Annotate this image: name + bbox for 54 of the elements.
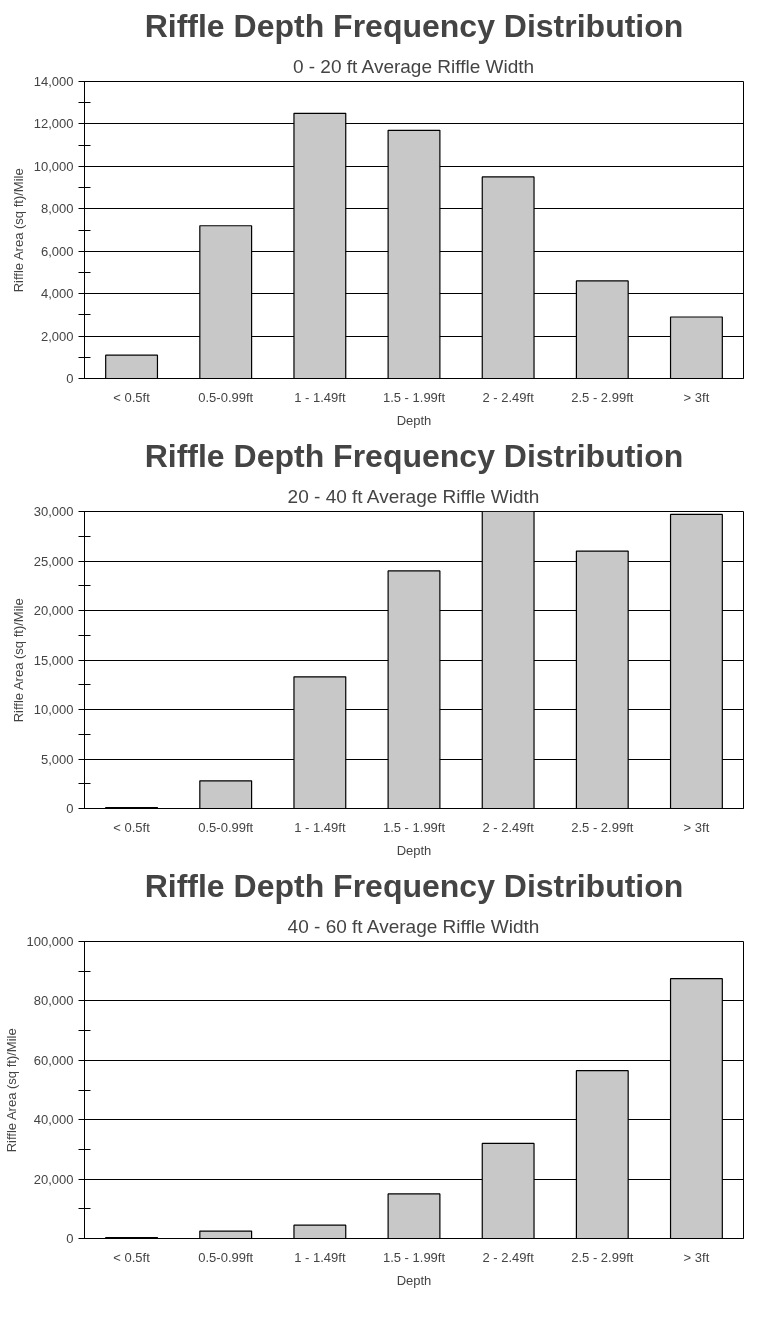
x-tick-label: < 0.5ft <box>113 1249 151 1265</box>
y-tick-label: 0 <box>66 371 74 386</box>
y-tick-label: 6,000 <box>40 243 74 259</box>
x-axis-title: Depth <box>396 1272 432 1288</box>
y-tick-label: 15,000 <box>33 652 74 668</box>
x-tick-label: 0.5-0.99ft <box>198 1249 254 1265</box>
x-tick-label: < 0.5ft <box>113 389 151 405</box>
x-tick-label: < 0.5ft <box>113 819 151 835</box>
y-tick-label: 20,000 <box>33 1171 74 1187</box>
chart-title: Riffle Depth Frequency Distribution <box>144 867 684 904</box>
y-tick-label: 25,000 <box>33 553 74 569</box>
x-tick-label: 2 - 2.49ft <box>482 819 535 835</box>
y-axis-title: Riffle Area (sq ft)/Mile <box>10 168 26 293</box>
x-tick-label: 2.5 - 2.99ft <box>571 819 634 835</box>
y-tick-label: 4,000 <box>40 286 74 302</box>
x-tick-label: > 3ft <box>683 819 710 835</box>
y-tick-label: 10,000 <box>33 158 74 174</box>
x-tick-label: 2.5 - 2.99ft <box>571 389 634 405</box>
x-tick-label: 1.5 - 1.99ft <box>382 1249 446 1265</box>
y-tick-label: 0 <box>66 1231 74 1246</box>
y-tick-label: 40,000 <box>33 1112 74 1128</box>
x-tick-label: 2 - 2.49ft <box>482 389 535 405</box>
y-tick-label: 80,000 <box>33 993 74 1009</box>
y-tick-label: 10,000 <box>33 702 74 717</box>
y-tick-label: 30,000 <box>33 504 74 519</box>
x-tick-label: 0.5-0.99ft <box>198 819 254 835</box>
x-tick-label: > 3ft <box>683 1249 710 1265</box>
y-tick-label: 8,000 <box>40 201 74 217</box>
y-tick-label: 60,000 <box>33 1052 74 1068</box>
x-tick-label: 1.5 - 1.99ft <box>382 389 446 405</box>
chart-subtitle: 0 - 20 ft Average Riffle Width <box>292 55 535 77</box>
x-tick-label: 1.5 - 1.99ft <box>382 819 446 835</box>
chart-title: Riffle Depth Frequency Distribution <box>144 437 684 474</box>
y-tick-label: 14,000 <box>33 74 74 89</box>
x-tick-label: 1 - 1.49ft <box>294 389 346 405</box>
x-tick-label: > 3ft <box>683 389 710 405</box>
y-axis-title: Riffle Area (sq ft)/Mile <box>10 598 26 723</box>
x-axis-title: Depth <box>396 412 432 428</box>
y-tick-label: 5,000 <box>40 751 74 767</box>
y-tick-label: 12,000 <box>33 116 74 132</box>
x-tick-label: 2.5 - 2.99ft <box>571 1249 634 1265</box>
x-tick-label: 0.5-0.99ft <box>198 389 254 405</box>
chart-title: Riffle Depth Frequency Distribution <box>144 7 684 44</box>
y-tick-label: 20,000 <box>33 603 74 618</box>
chart-subtitle: 20 - 40 ft Average Riffle Width <box>287 485 540 507</box>
x-axis-title: Depth <box>396 842 432 858</box>
x-tick-label: 1 - 1.49ft <box>294 819 346 835</box>
x-tick-label: 1 - 1.49ft <box>294 1249 346 1265</box>
chart-subtitle: 40 - 60 ft Average Riffle Width <box>287 915 540 937</box>
y-tick-label: 100,000 <box>26 934 74 949</box>
y-tick-label: 2,000 <box>40 328 74 344</box>
y-tick-label: 0 <box>66 801 74 816</box>
x-tick-label: 2 - 2.49ft <box>482 1249 535 1265</box>
y-axis-title: Riffle Area (sq ft)/Mile <box>3 1028 19 1153</box>
